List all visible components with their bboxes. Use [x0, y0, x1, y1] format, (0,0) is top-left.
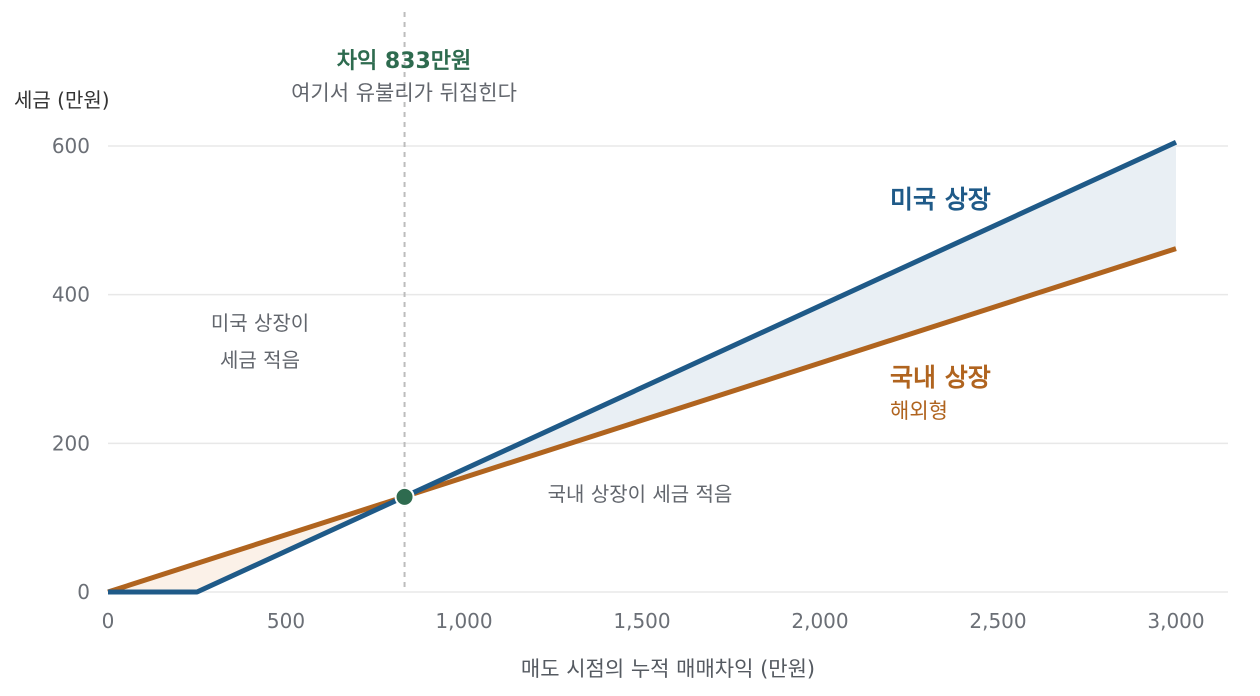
y-tick-label: 600: [52, 134, 90, 158]
x-tick-label: 2,500: [969, 609, 1026, 633]
series-line-us: [108, 140, 1178, 595]
y-tick-label: 0: [77, 580, 90, 604]
series-sublabel-kr: 해외형: [890, 399, 948, 423]
gridlines: [108, 145, 1228, 593]
x-tick-label: 1,000: [435, 609, 492, 633]
x-axis-title: 매도 시점의 누적 매매차익 (만원): [521, 657, 815, 681]
x-tick-label: 3,000: [1147, 609, 1204, 633]
crossover-title: 차익 833만원: [337, 49, 472, 74]
x-tick-labels: 0 500 1,000 1,500 2,000 2,500 3,000: [102, 609, 1205, 633]
x-tick-label: 1,500: [613, 609, 670, 633]
series-label-us: 미국 상장: [890, 185, 991, 214]
series-line-kr: [107, 246, 1177, 595]
y-tick-label: 200: [52, 431, 90, 455]
crossover-marker: [394, 486, 415, 507]
region-label-right: 국내 상장이 세금 적음: [548, 482, 733, 506]
x-tick-label: 500: [267, 609, 305, 633]
crossover-subtitle: 여기서 유불리가 뒤집힌다: [291, 81, 517, 105]
x-tick-label: 0: [102, 609, 115, 633]
series-lines: [107, 140, 1178, 595]
y-axis-title: 세금 (만원): [14, 88, 110, 112]
region-label-left-line2: 세금 적음: [220, 348, 300, 372]
x-tick-label: 2,000: [791, 609, 848, 633]
series-label-kr: 국내 상장: [890, 363, 991, 392]
region-label-left-line1: 미국 상장이: [211, 311, 309, 335]
y-tick-labels: 0 200 400 600: [52, 134, 90, 604]
y-tick-label: 400: [52, 283, 90, 307]
